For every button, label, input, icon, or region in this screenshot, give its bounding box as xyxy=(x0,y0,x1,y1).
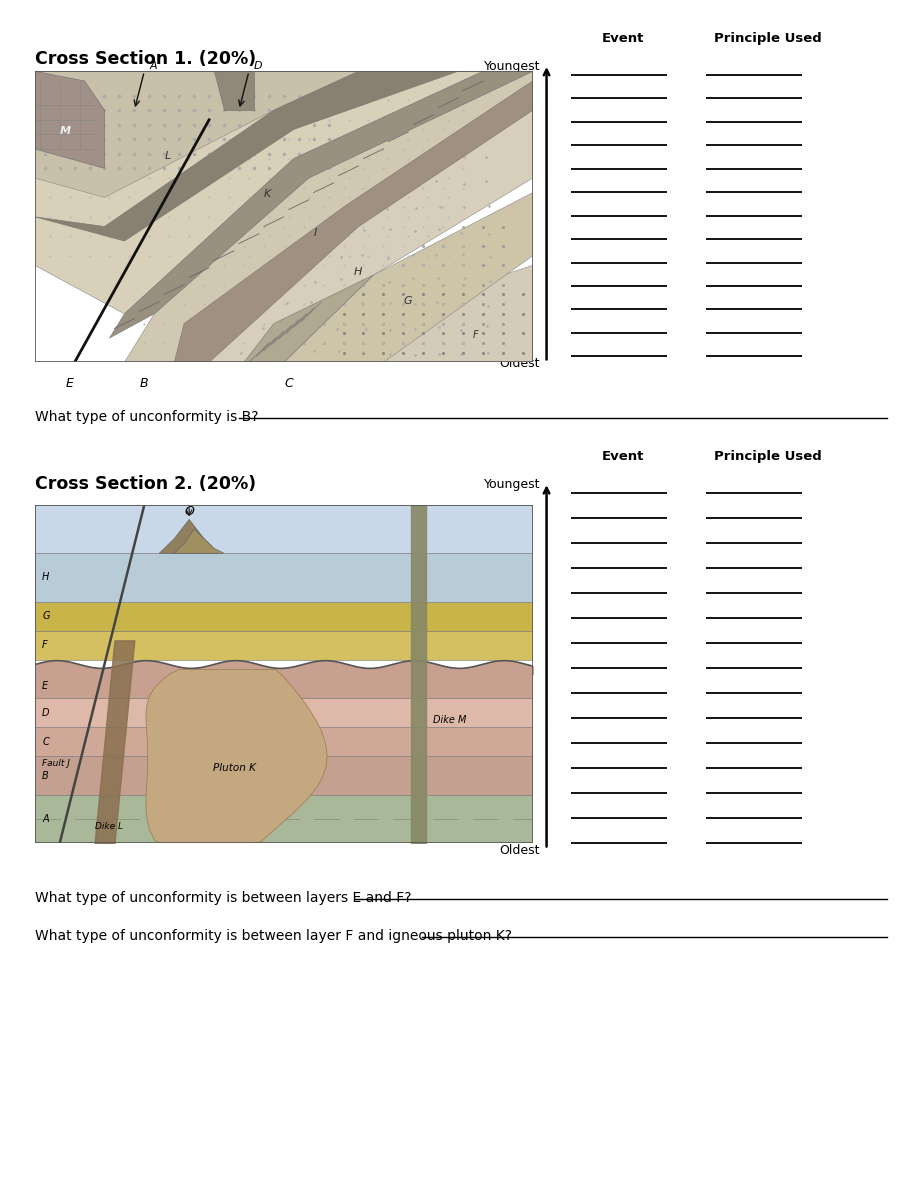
Polygon shape xyxy=(35,71,104,169)
Polygon shape xyxy=(175,81,533,362)
Polygon shape xyxy=(259,192,533,362)
Polygon shape xyxy=(146,669,327,843)
Text: What type of unconformity is between layers E and F?: What type of unconformity is between lay… xyxy=(35,891,416,905)
Polygon shape xyxy=(35,554,533,601)
Polygon shape xyxy=(159,519,219,554)
Polygon shape xyxy=(35,795,533,843)
Text: E: E xyxy=(66,377,73,390)
Text: H: H xyxy=(354,267,362,277)
Polygon shape xyxy=(35,71,358,197)
Text: O: O xyxy=(185,505,194,518)
Text: Cross Section 1. (20%): Cross Section 1. (20%) xyxy=(35,50,256,68)
Text: A: A xyxy=(42,814,48,824)
Text: Pluton K: Pluton K xyxy=(213,763,255,773)
Polygon shape xyxy=(35,675,533,699)
Polygon shape xyxy=(110,71,533,339)
Text: Oldest: Oldest xyxy=(500,845,540,857)
Polygon shape xyxy=(35,699,533,727)
Text: B: B xyxy=(140,377,149,390)
Text: Youngest: Youngest xyxy=(484,61,540,72)
Polygon shape xyxy=(35,71,484,314)
Text: Dike L: Dike L xyxy=(94,822,122,830)
Text: Event: Event xyxy=(602,450,644,463)
Text: D: D xyxy=(254,62,262,71)
Text: G: G xyxy=(42,611,49,621)
Polygon shape xyxy=(35,505,533,554)
Polygon shape xyxy=(124,71,533,362)
Text: Dike M: Dike M xyxy=(433,714,467,725)
Text: C: C xyxy=(42,737,49,747)
Polygon shape xyxy=(194,110,533,362)
Text: Oldest: Oldest xyxy=(500,358,540,369)
Text: What type of unconformity is between layer F and igneous pluton K?: What type of unconformity is between lay… xyxy=(35,929,516,943)
Text: B: B xyxy=(42,771,49,781)
Polygon shape xyxy=(175,529,224,554)
Text: H: H xyxy=(42,573,49,582)
Text: Youngest: Youngest xyxy=(484,479,540,491)
Polygon shape xyxy=(214,71,254,110)
Text: F: F xyxy=(42,640,48,650)
Text: K: K xyxy=(264,189,271,200)
Text: C: C xyxy=(284,377,293,390)
Text: Principle Used: Principle Used xyxy=(714,32,822,45)
Text: D: D xyxy=(42,708,49,718)
Text: Fault J: Fault J xyxy=(42,759,70,769)
Polygon shape xyxy=(334,265,533,362)
Text: F: F xyxy=(473,330,479,340)
Text: A: A xyxy=(149,62,157,71)
Polygon shape xyxy=(35,71,458,241)
Text: E: E xyxy=(42,681,48,691)
Polygon shape xyxy=(244,276,374,362)
Text: I: I xyxy=(314,228,317,239)
Text: Cross Section 2. (20%): Cross Section 2. (20%) xyxy=(35,475,256,493)
Text: What type of unconformity is B?: What type of unconformity is B? xyxy=(35,410,262,424)
Text: G: G xyxy=(403,296,412,307)
Polygon shape xyxy=(35,757,533,795)
Text: L: L xyxy=(165,151,171,160)
Text: M: M xyxy=(59,126,70,137)
Polygon shape xyxy=(35,631,533,659)
Polygon shape xyxy=(35,601,533,631)
Text: Event: Event xyxy=(602,32,644,45)
Text: Principle Used: Principle Used xyxy=(714,450,822,463)
Polygon shape xyxy=(35,727,533,757)
